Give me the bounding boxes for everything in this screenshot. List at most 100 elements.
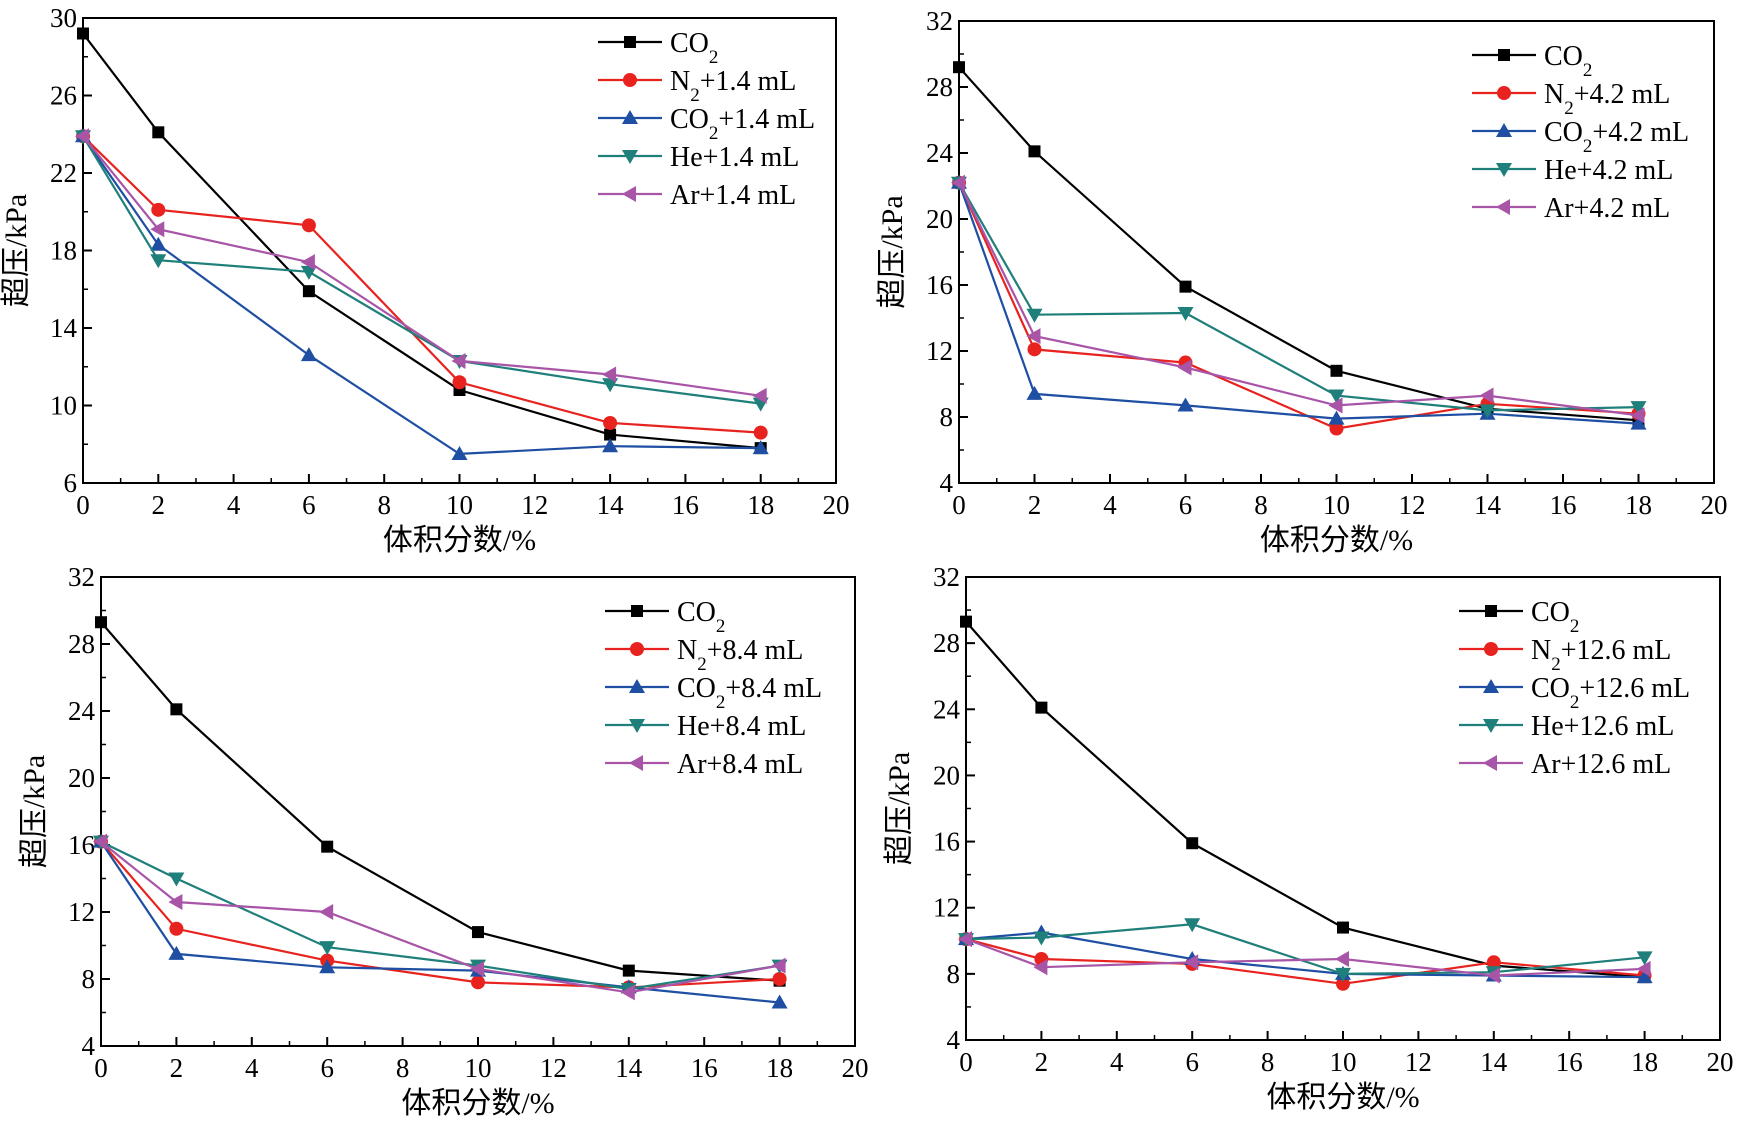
x-tick-label: 16 [691, 1053, 718, 1083]
legend-item: CO2+8.4 mL [605, 673, 822, 713]
legend-marker [1496, 199, 1510, 215]
x-tick-label: 10 [446, 490, 473, 520]
data-point [1026, 328, 1041, 345]
series-line [82, 135, 761, 456]
data-point [1636, 951, 1653, 966]
series-line [965, 931, 1645, 979]
data-point [451, 352, 466, 369]
legend-label: N2+1.4 mL [670, 66, 796, 106]
data-point [1479, 404, 1496, 419]
y-tick-label: 20 [933, 760, 960, 790]
data-point [604, 428, 617, 441]
series-4 [951, 174, 1645, 424]
legend-marker [622, 186, 636, 202]
y-tick-label: 12 [933, 893, 960, 923]
y-axis-label: 超压/kPa [18, 755, 51, 868]
x-tick-label: 16 [1556, 1047, 1583, 1077]
data-point [1184, 918, 1201, 933]
x-tick-label: 0 [952, 490, 966, 520]
series-3 [951, 176, 1647, 419]
data-point [1328, 410, 1345, 425]
x-tick-label: 6 [1185, 1047, 1199, 1077]
data-point [1630, 415, 1647, 430]
y-tick-label: 8 [82, 964, 96, 994]
y-tick-label: 24 [933, 694, 961, 724]
data-point [75, 128, 89, 145]
legend-item: N2+1.4 mL [598, 66, 796, 106]
legend-label: N2+12.6 mL [1531, 635, 1671, 675]
data-point [301, 218, 316, 233]
data-point [452, 375, 467, 390]
data-point [150, 236, 167, 251]
data-point [300, 254, 315, 271]
data-point [1485, 967, 1500, 984]
x-tick-label: 20 [1707, 1047, 1734, 1077]
x-tick-label: 4 [1103, 490, 1117, 520]
data-point [771, 994, 788, 1009]
series-line [957, 182, 1639, 425]
y-tick-label: 28 [68, 629, 95, 659]
legend-marker [1483, 719, 1499, 733]
data-point [1328, 389, 1345, 404]
data-point [471, 975, 485, 990]
legend-label: He+1.4 mL [670, 142, 799, 173]
y-tick-label: 4 [947, 1025, 961, 1055]
data-point [1479, 387, 1494, 404]
legend-item: N2+12.6 mL [1459, 635, 1671, 675]
legend-label: Ar+8.4 mL [677, 749, 803, 780]
series-line [100, 621, 780, 982]
legend-item: Ar+1.4 mL [598, 180, 796, 211]
x-tick-label: 8 [396, 1053, 410, 1083]
y-tick-label: 20 [926, 204, 953, 234]
legend-label: CO2 [1544, 41, 1592, 81]
legend-item: CO2 [605, 597, 725, 637]
x-tick-label: 18 [1625, 490, 1652, 520]
data-point [951, 174, 965, 191]
data-point [451, 445, 468, 460]
y-axis-label: 超压/kPa [0, 194, 33, 307]
y-tick-label: 16 [68, 830, 95, 860]
y-tick-label: 16 [933, 827, 960, 857]
series-0 [953, 61, 1645, 427]
x-tick-label: 20 [1701, 490, 1728, 520]
y-tick-label: 26 [50, 81, 77, 111]
data-point [151, 202, 166, 217]
y-tick-label: 6 [64, 468, 78, 498]
data-point [1035, 701, 1048, 714]
legend-item: He+1.4 mL [598, 142, 799, 173]
x-tick-label: 8 [1254, 490, 1268, 520]
legend-label: Ar+1.4 mL [670, 180, 796, 211]
data-point [1177, 397, 1194, 412]
series-line [965, 923, 1645, 976]
chart-panel-1: 0 2 4 6 8 10 12 14 16 18 20 6 10 14 18 22 26 30 体积分数/% 超压/k… [0, 3, 850, 557]
data-point [602, 366, 617, 383]
x-tick-label: 4 [245, 1053, 259, 1083]
x-tick-label: 6 [320, 1053, 334, 1083]
data-point [1328, 397, 1343, 414]
legend-label: He+12.6 mL [1531, 711, 1674, 742]
data-point [753, 425, 768, 440]
series-4 [958, 931, 1651, 984]
data-point [168, 893, 183, 910]
chart-panel-3: 0 2 4 6 8 10 12 14 16 18 2048121620242832体积分数/%超压/… [18, 562, 869, 1120]
data-point [603, 415, 618, 430]
series-line [82, 135, 761, 405]
data-point [168, 872, 185, 887]
data-point [472, 926, 484, 939]
data-point [1184, 954, 1199, 971]
data-point [1177, 307, 1194, 322]
data-point [150, 254, 167, 269]
data-point [1027, 342, 1042, 357]
x-axis-label: 体积分数/% [1266, 1081, 1419, 1114]
y-tick-label: 28 [926, 72, 953, 102]
data-point [1026, 308, 1043, 323]
series-1 [76, 129, 768, 440]
legend-item: Ar+12.6 mL [1459, 749, 1671, 780]
y-tick-label: 22 [50, 158, 77, 188]
legend-label: N2+4.2 mL [1544, 79, 1670, 119]
x-tick-label: 4 [1110, 1047, 1124, 1077]
